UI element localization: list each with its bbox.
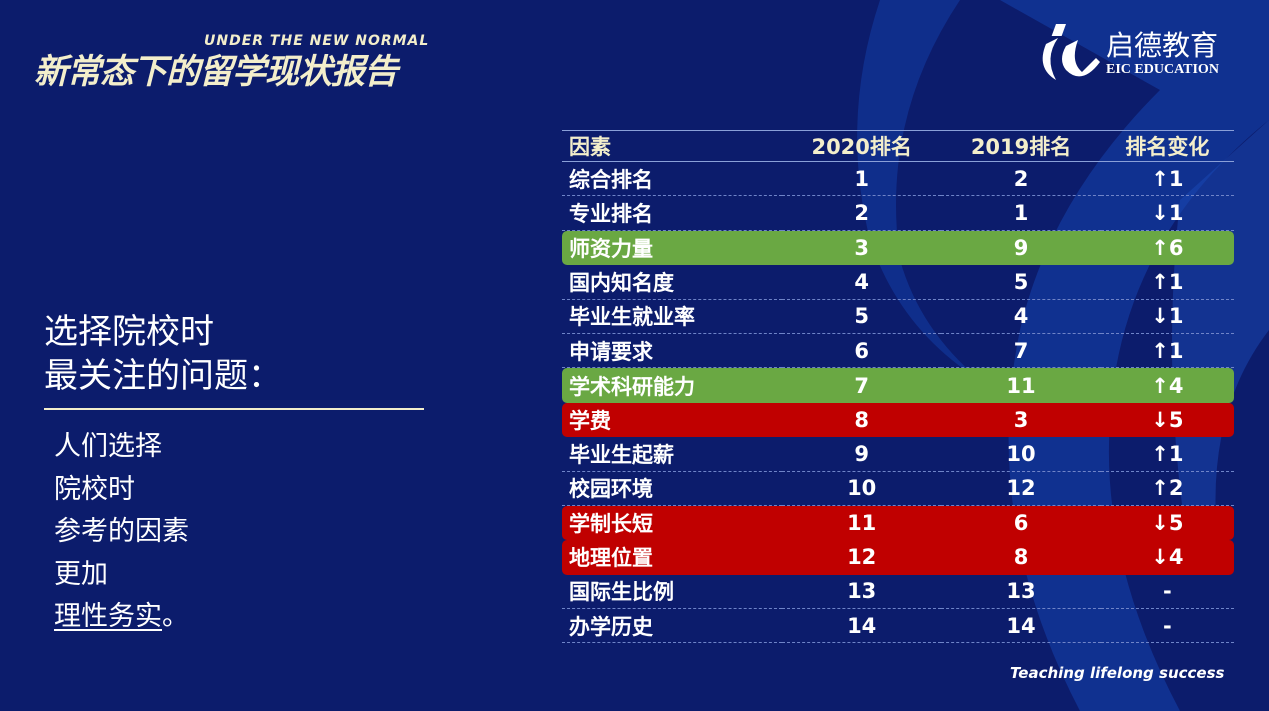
logo-name: 启德教育	[1106, 29, 1219, 62]
rank-2019-cell: 1	[941, 196, 1101, 231]
table-row: 学制长短 11 6 ↓5	[562, 505, 1234, 541]
emphasis-end: 。	[162, 601, 189, 632]
table-row: 申请要求 6 7 ↑1	[562, 334, 1234, 369]
factor-cell: 师资力量	[562, 230, 782, 266]
ranking-table: 因素 2020排名 2019排名 排名变化 综合排名 1 2 ↑1 专业排名 2 1 ↓1 师资…	[562, 130, 1234, 644]
rank-change-cell: ↓5	[1100, 402, 1234, 438]
factor-cell: 校园环境	[562, 472, 782, 506]
table-row: 国内知名度 4 5 ↑1	[562, 265, 1234, 300]
rank-change-cell: ↑6	[1100, 230, 1234, 266]
rank-2020-cell: 5	[782, 300, 942, 334]
table-row: 办学历史 14 14-	[562, 609, 1234, 644]
factor-cell: 办学历史	[562, 609, 782, 644]
factor-cell: 专业排名	[562, 196, 782, 231]
rank-change-cell: ↑2	[1100, 472, 1234, 506]
rank-2020-cell: 4	[782, 265, 942, 300]
factor-cell: 学术科研能力	[562, 368, 782, 403]
rank-2019-cell: 12	[941, 472, 1101, 506]
section-body: 人们选择 院校时 参考的因素 更加 理性务实。	[54, 426, 189, 639]
table-row: 校园环境 10 12 ↑2	[562, 472, 1234, 506]
table-row: 地理位置 12 8 ↓4	[562, 540, 1234, 575]
header-2019: 2019排名	[941, 130, 1101, 162]
factor-cell: 综合排名	[562, 162, 782, 197]
table-header: 因素 2020排名 2019排名 排名变化	[562, 130, 1234, 162]
rank-2019-cell: 13	[941, 575, 1101, 610]
title-english: UNDER THE NEW NORMAL	[204, 33, 430, 49]
rank-change-cell: ↓5	[1100, 505, 1234, 541]
table-row: 毕业生就业率 5 4 ↓1	[562, 300, 1234, 334]
rank-2020-cell: 8	[782, 402, 942, 438]
rank-change-cell: -	[1100, 609, 1234, 644]
body-line: 理性务实。	[54, 596, 189, 639]
factor-cell: 国际生比例	[562, 575, 782, 610]
rank-2020-cell: 9	[782, 437, 942, 472]
table-row: 学费 8 3 ↓5	[562, 402, 1234, 438]
rank-2020-cell: 3	[782, 230, 942, 266]
factor-cell: 地理位置	[562, 540, 782, 575]
rank-2020-cell: 12	[782, 540, 942, 575]
rank-2019-cell: 2	[941, 162, 1101, 197]
table-row: 师资力量 3 9 ↑6	[562, 230, 1234, 266]
table-row: 专业排名 2 1 ↓1	[562, 196, 1234, 231]
logo-name-en: EIC EDUCATION	[1106, 62, 1219, 77]
body-line: 院校时	[54, 473, 135, 505]
rank-2020-cell: 6	[782, 334, 942, 369]
rank-2020-cell: 14	[782, 609, 942, 644]
header-change: 排名变化	[1100, 130, 1234, 162]
factor-cell: 申请要求	[562, 334, 782, 369]
factor-cell: 国内知名度	[562, 265, 782, 300]
rank-2020-cell: 10	[782, 472, 942, 506]
rank-2019-cell: 3	[941, 402, 1101, 438]
slogan: Teaching lifelong success	[1010, 664, 1225, 682]
emphasis-text: 理性务实	[54, 601, 162, 632]
rank-2019-cell: 7	[941, 334, 1101, 369]
body-line: 更加	[54, 558, 108, 590]
heading-line-1: 选择院校时	[44, 312, 214, 352]
rank-2019-cell: 9	[941, 230, 1101, 266]
rank-2019-cell: 10	[941, 437, 1101, 472]
rank-2019-cell: 5	[941, 265, 1101, 300]
factor-cell: 毕业生就业率	[562, 300, 782, 334]
rank-2020-cell: 7	[782, 368, 942, 403]
rank-change-cell: ↓1	[1100, 196, 1234, 231]
rank-2020-cell: 1	[782, 162, 942, 197]
rank-change-cell: ↓4	[1100, 540, 1234, 575]
factor-cell: 学费	[562, 402, 782, 438]
rank-2019-cell: 14	[941, 609, 1101, 644]
rank-2020-cell: 13	[782, 575, 942, 610]
rank-2019-cell: 4	[941, 300, 1101, 334]
divider	[44, 408, 424, 410]
heading-line-2: 最关注的问题：	[44, 356, 282, 396]
body-line: 人们选择	[54, 431, 162, 462]
rank-2020-cell: 2	[782, 196, 942, 231]
rank-change-cell: ↑1	[1100, 162, 1234, 197]
rank-change-cell: -	[1100, 575, 1234, 610]
logo: 启德教育 EIC EDUCATION	[1036, 24, 1219, 84]
table-row: 学术科研能力 7 11 ↑4	[562, 368, 1234, 403]
rank-change-cell: ↑1	[1100, 334, 1234, 369]
table-row: 毕业生起薪 9 10 ↑1	[562, 437, 1234, 472]
section-heading: 选择院校时 最关注的问题：	[44, 310, 282, 398]
factor-cell: 毕业生起薪	[562, 437, 782, 472]
factor-cell: 学制长短	[562, 505, 782, 541]
header-2020: 2020排名	[782, 130, 942, 162]
title-chinese: 新常态下的留学现状报告	[34, 52, 398, 92]
rank-2019-cell: 11	[941, 368, 1101, 403]
rank-2019-cell: 6	[941, 505, 1101, 541]
rank-change-cell: ↑1	[1100, 437, 1234, 472]
table-row: 综合排名 1 2 ↑1	[562, 162, 1234, 197]
rank-change-cell: ↓1	[1100, 300, 1234, 334]
rank-2019-cell: 8	[941, 540, 1101, 575]
header-factor: 因素	[562, 130, 782, 162]
rank-change-cell: ↑4	[1100, 368, 1234, 403]
table-row: 国际生比例 13 13-	[562, 575, 1234, 610]
rank-change-cell: ↑1	[1100, 265, 1234, 300]
body-line: 参考的因素	[54, 516, 189, 547]
eic-logo-icon	[1042, 24, 1100, 80]
rank-2020-cell: 11	[782, 505, 942, 541]
